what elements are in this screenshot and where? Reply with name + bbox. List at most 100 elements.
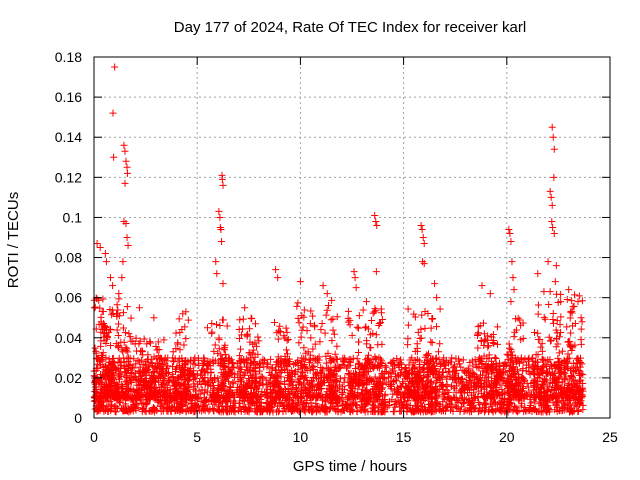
data-point [210, 347, 218, 355]
data-point [371, 211, 379, 219]
data-point [99, 405, 107, 413]
data-point [181, 357, 189, 365]
data-point [508, 258, 516, 266]
data-point [408, 378, 416, 386]
data-point [410, 364, 418, 372]
data-point [540, 313, 548, 321]
data-point [305, 358, 313, 366]
data-point [459, 400, 467, 408]
data-point [114, 332, 122, 340]
data-point [478, 360, 486, 368]
data-point [266, 386, 274, 394]
data-point [151, 389, 159, 397]
data-point [330, 330, 338, 338]
data-point [184, 316, 192, 324]
data-point [238, 389, 246, 397]
data-point [445, 388, 453, 396]
data-point [273, 329, 281, 337]
data-point [298, 357, 306, 365]
data-point [509, 388, 517, 396]
data-point [511, 354, 519, 362]
data-point [310, 321, 318, 329]
data-points [90, 63, 587, 416]
data-point [210, 381, 218, 389]
data-point [379, 396, 387, 404]
data-point [289, 381, 297, 389]
data-point [547, 193, 555, 201]
data-point [418, 311, 426, 319]
data-point [243, 332, 251, 340]
data-point [238, 331, 246, 339]
data-point [314, 375, 322, 383]
data-point [181, 371, 189, 379]
data-point [120, 141, 128, 149]
data-point [212, 258, 220, 266]
data-point [538, 355, 546, 363]
data-point [322, 359, 330, 367]
data-point [574, 354, 582, 362]
data-point [132, 334, 140, 342]
data-point [246, 338, 254, 346]
data-point [121, 329, 129, 337]
data-point [507, 298, 515, 306]
data-point [138, 347, 146, 355]
data-point [220, 376, 228, 384]
data-point [562, 373, 570, 381]
data-point [491, 354, 499, 362]
data-point [338, 360, 346, 368]
data-point [354, 349, 362, 357]
data-point [249, 349, 257, 357]
data-point [115, 368, 123, 376]
data-point [451, 402, 459, 410]
plot-frame [93, 56, 611, 419]
data-point [151, 377, 159, 385]
data-point [354, 382, 362, 390]
data-point [439, 398, 447, 406]
data-point [250, 358, 258, 366]
data-point [529, 354, 537, 362]
data-point [361, 408, 369, 416]
data-point [272, 366, 280, 374]
data-point [117, 372, 125, 380]
data-point [104, 393, 112, 401]
data-point [115, 290, 123, 298]
data-point [144, 351, 152, 359]
data-point [272, 378, 280, 386]
data-point [456, 360, 464, 368]
data-point [114, 364, 122, 372]
data-point [442, 401, 450, 409]
data-point [201, 386, 209, 394]
data-point [255, 337, 263, 345]
data-point [93, 240, 101, 248]
data-point [578, 318, 586, 326]
data-point [101, 368, 109, 376]
data-point [569, 303, 577, 311]
x-tick-label: 10 [293, 429, 309, 445]
data-point [378, 316, 386, 324]
data-point [480, 330, 488, 338]
data-point [299, 323, 307, 331]
data-point [372, 268, 380, 276]
data-point [353, 401, 361, 409]
data-point [327, 358, 335, 366]
data-point [423, 372, 431, 380]
data-point [103, 381, 111, 389]
data-point [359, 365, 367, 373]
data-point [295, 408, 303, 416]
data-point [390, 377, 398, 385]
data-point [441, 359, 449, 367]
data-point [545, 405, 553, 413]
data-point [149, 369, 157, 377]
data-point [325, 301, 333, 309]
y-tick-label: 0 [74, 410, 82, 426]
data-point [194, 354, 202, 362]
data-point [548, 123, 556, 131]
y-tick-label: 0.04 [55, 330, 82, 346]
data-point [496, 381, 504, 389]
data-point [293, 302, 301, 310]
data-point [106, 397, 114, 405]
data-point [175, 315, 183, 323]
data-point [352, 284, 360, 292]
data-point [219, 316, 227, 324]
data-point [364, 378, 372, 386]
